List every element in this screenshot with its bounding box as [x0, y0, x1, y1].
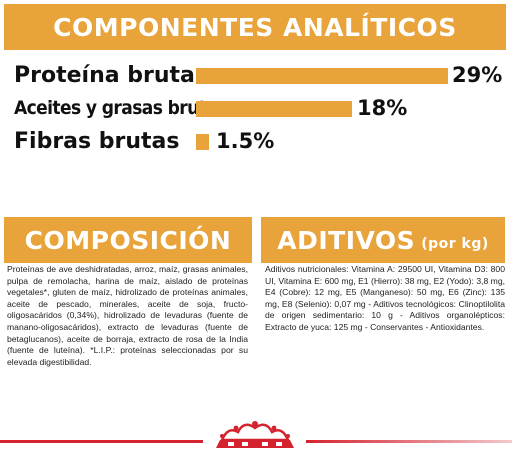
footer-line-left — [0, 440, 203, 443]
composition-text: Proteínas de ave deshidratadas, arroz, m… — [7, 264, 248, 367]
pct-proteina: 29% — [452, 63, 503, 87]
composition-title: COMPOSICIÓN — [24, 225, 232, 255]
composition-banner: COMPOSICIÓN — [4, 217, 252, 263]
footer-line-right — [306, 440, 512, 443]
additives-title: ADITIVOS — [277, 225, 416, 255]
bar-fibras — [196, 134, 209, 150]
bar-proteina — [196, 68, 448, 84]
row-label-aceites: Aceites y grasas brutos — [14, 97, 228, 119]
additives-text: Aditivos nutricionales: Vitamina A: 2950… — [265, 264, 505, 332]
pct-fibras: 1.5% — [216, 129, 275, 153]
pct-aceites: 18% — [357, 96, 408, 120]
row-label-fibras: Fibras brutas — [14, 129, 180, 154]
royal-canin-crown-icon — [216, 421, 294, 448]
analytic-components-banner: COMPONENTES ANALÍTICOS — [4, 4, 506, 50]
additives-banner: ADITIVOS (por kg) — [261, 217, 505, 263]
analytic-components-title: COMPONENTES ANALÍTICOS — [53, 12, 457, 42]
row-label-proteina: Proteína bruta — [14, 63, 195, 88]
bar-aceites — [196, 101, 352, 117]
additives-subtitle: (por kg) — [421, 236, 489, 252]
